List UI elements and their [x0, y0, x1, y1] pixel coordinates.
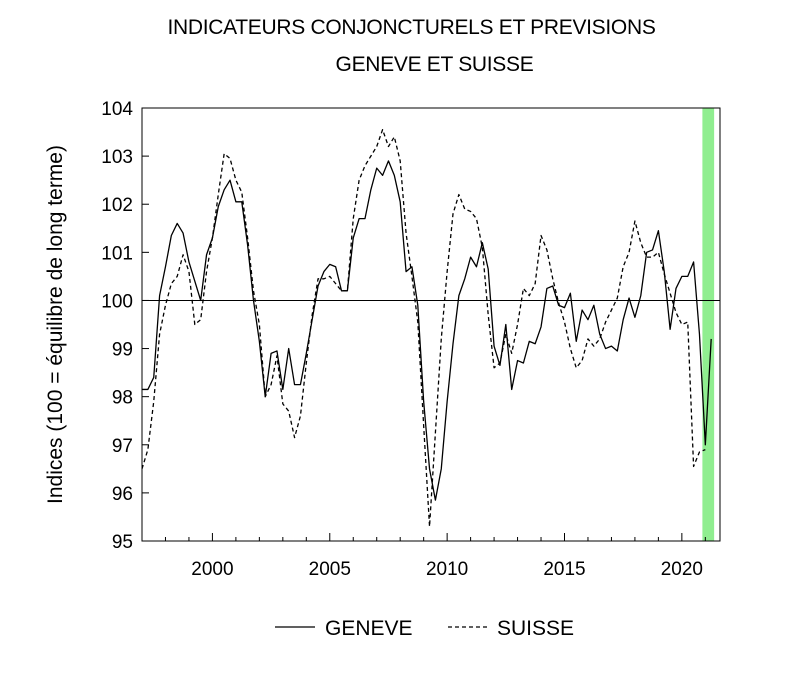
legend-label-suisse: SUISSE	[497, 617, 574, 640]
axis-layer: 95 96 97 98 99 100 101 102 103 104 2000 2005 2010 201…	[101, 99, 706, 580]
series-line-geneve	[142, 160, 712, 501]
x-tick-label: 2020	[661, 559, 703, 580]
chart-title: INDICATEURS CONJONCTURELS ET PREVISIONS	[167, 16, 656, 39]
y-tick-label: 104	[101, 99, 133, 120]
y-tick-label: 100	[101, 291, 133, 312]
y-tick-label: 98	[112, 388, 133, 409]
y-axis-label: Indices (100 = équilibre de long terme)	[44, 145, 67, 504]
y-tick-label: 99	[112, 340, 133, 361]
x-tick-label: 2000	[191, 559, 233, 580]
legend: GENEVE SUISSE	[275, 617, 574, 640]
y-tick-label: 103	[101, 147, 133, 168]
forecast-shaded-region	[702, 108, 715, 541]
y-tick-label: 95	[112, 532, 133, 553]
x-tick-label: 2005	[309, 559, 351, 580]
y-tick-label: 96	[112, 484, 133, 505]
x-tick-label: 2010	[426, 559, 468, 580]
series-line-suisse	[141, 129, 706, 528]
chart-subtitle: GENEVE ET SUISSE	[335, 53, 534, 76]
plot-frame	[141, 107, 721, 542]
x-tick-label: 2015	[543, 559, 585, 580]
y-tick-label: 102	[101, 195, 133, 216]
legend-label-geneve: GENEVE	[325, 617, 413, 640]
y-tick-label: 101	[101, 243, 133, 264]
series-layer	[141, 129, 712, 528]
y-tick-label: 97	[112, 436, 133, 457]
